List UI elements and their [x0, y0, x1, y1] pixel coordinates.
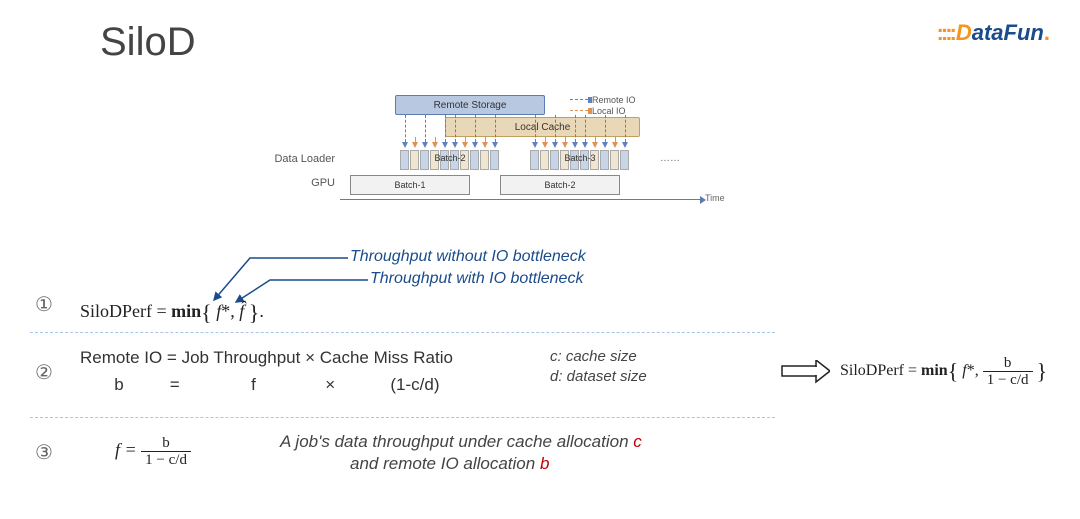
remote-io-arrow-icon	[442, 142, 448, 148]
io-line	[565, 137, 566, 143]
io-line	[405, 115, 406, 142]
remote-io-dash-icon	[570, 99, 588, 100]
note-job-throughput-2: and remote IO allocation b	[350, 454, 549, 474]
io-line	[435, 137, 436, 143]
local-io-dash-icon	[570, 110, 588, 111]
io-line	[535, 115, 536, 142]
io-line	[615, 137, 616, 143]
remote-io-arrow-icon	[492, 142, 498, 148]
eq-silodperf-min: SiloDPerf = min{ f*, f̂ }.	[80, 300, 264, 326]
io-line	[465, 137, 466, 143]
slide-root: SiloD ::::DataFun. Remote Storage Local …	[0, 0, 1080, 519]
callout-with-io: Throughput with IO bottleneck	[370, 270, 583, 288]
logo-period: .	[1044, 20, 1050, 45]
divider-1	[30, 332, 775, 333]
remote-storage-box: Remote Storage	[395, 95, 545, 115]
callout-no-io: Throughput without IO bottleneck	[350, 248, 586, 266]
implies-arrow-icon	[780, 360, 830, 384]
remote-io-arrow-icon	[602, 142, 608, 148]
time-axis	[340, 199, 700, 200]
bullet-3: ③	[35, 440, 53, 465]
logo-dots-icon: ::::	[937, 20, 954, 45]
logo: ::::DataFun.	[937, 20, 1050, 46]
remote-io-arrow-icon	[422, 142, 428, 148]
io-line	[545, 137, 546, 143]
logo-d: D	[956, 20, 972, 45]
remote-io-arrow-icon	[622, 142, 628, 148]
io-line	[575, 115, 576, 142]
bullet-2: ②	[35, 360, 53, 385]
remote-io-arrow-icon	[472, 142, 478, 148]
remote-io-arrow-icon	[402, 142, 408, 148]
remote-io-arrow-icon	[582, 142, 588, 148]
legend-local-io: Local IO	[592, 106, 626, 116]
io-line	[415, 137, 416, 143]
more-icon: ……	[660, 153, 680, 164]
io-line	[445, 115, 446, 142]
io-line	[625, 115, 626, 142]
io-line	[495, 115, 496, 142]
io-line	[455, 115, 456, 142]
gpu-batch: Batch-1	[350, 175, 470, 195]
io-line	[605, 115, 606, 142]
eq-f: f = b1 − c/d	[115, 435, 191, 468]
row-label-data-loader: Data Loader	[265, 153, 335, 165]
remote-io-arrow-icon	[452, 142, 458, 148]
remote-io-arrow-icon	[532, 142, 538, 148]
time-label: Time	[705, 193, 725, 203]
io-line	[475, 115, 476, 142]
note-job-throughput-1: A job's data throughput under cache allo…	[280, 432, 642, 452]
dl-batch: Batch-2	[400, 150, 500, 170]
io-line	[555, 115, 556, 142]
eq-remote-io-symbols: b = f × (1-c/d)	[80, 375, 510, 395]
divider-2	[30, 417, 775, 418]
gpu-batch: Batch-2	[500, 175, 620, 195]
eq-remote-io-words: Remote IO = Job Throughput × Cache Miss …	[80, 348, 453, 368]
note-c: c: cache size	[550, 348, 637, 365]
remote-io-arrow-icon	[552, 142, 558, 148]
remote-io-arrow-icon	[572, 142, 578, 148]
io-line	[425, 115, 426, 142]
row-label-gpu: GPU	[265, 177, 335, 189]
io-line	[585, 115, 586, 142]
io-diagram: Remote Storage Local Cache Remote IO Loc…	[340, 95, 780, 215]
note-d: d: dataset size	[550, 368, 647, 385]
dl-batch: Batch-3	[530, 150, 630, 170]
eq-result: SiloDPerf = min{ f*, b1 − c/d }	[840, 355, 1047, 388]
logo-text: ataFun	[972, 20, 1044, 45]
io-line	[485, 137, 486, 143]
legend-remote-io: Remote IO	[592, 95, 636, 105]
diagram-legend: Remote IO Local IO	[570, 95, 636, 117]
io-line	[595, 137, 596, 143]
page-title: SiloD	[100, 20, 196, 65]
bullet-1: ①	[35, 292, 53, 317]
